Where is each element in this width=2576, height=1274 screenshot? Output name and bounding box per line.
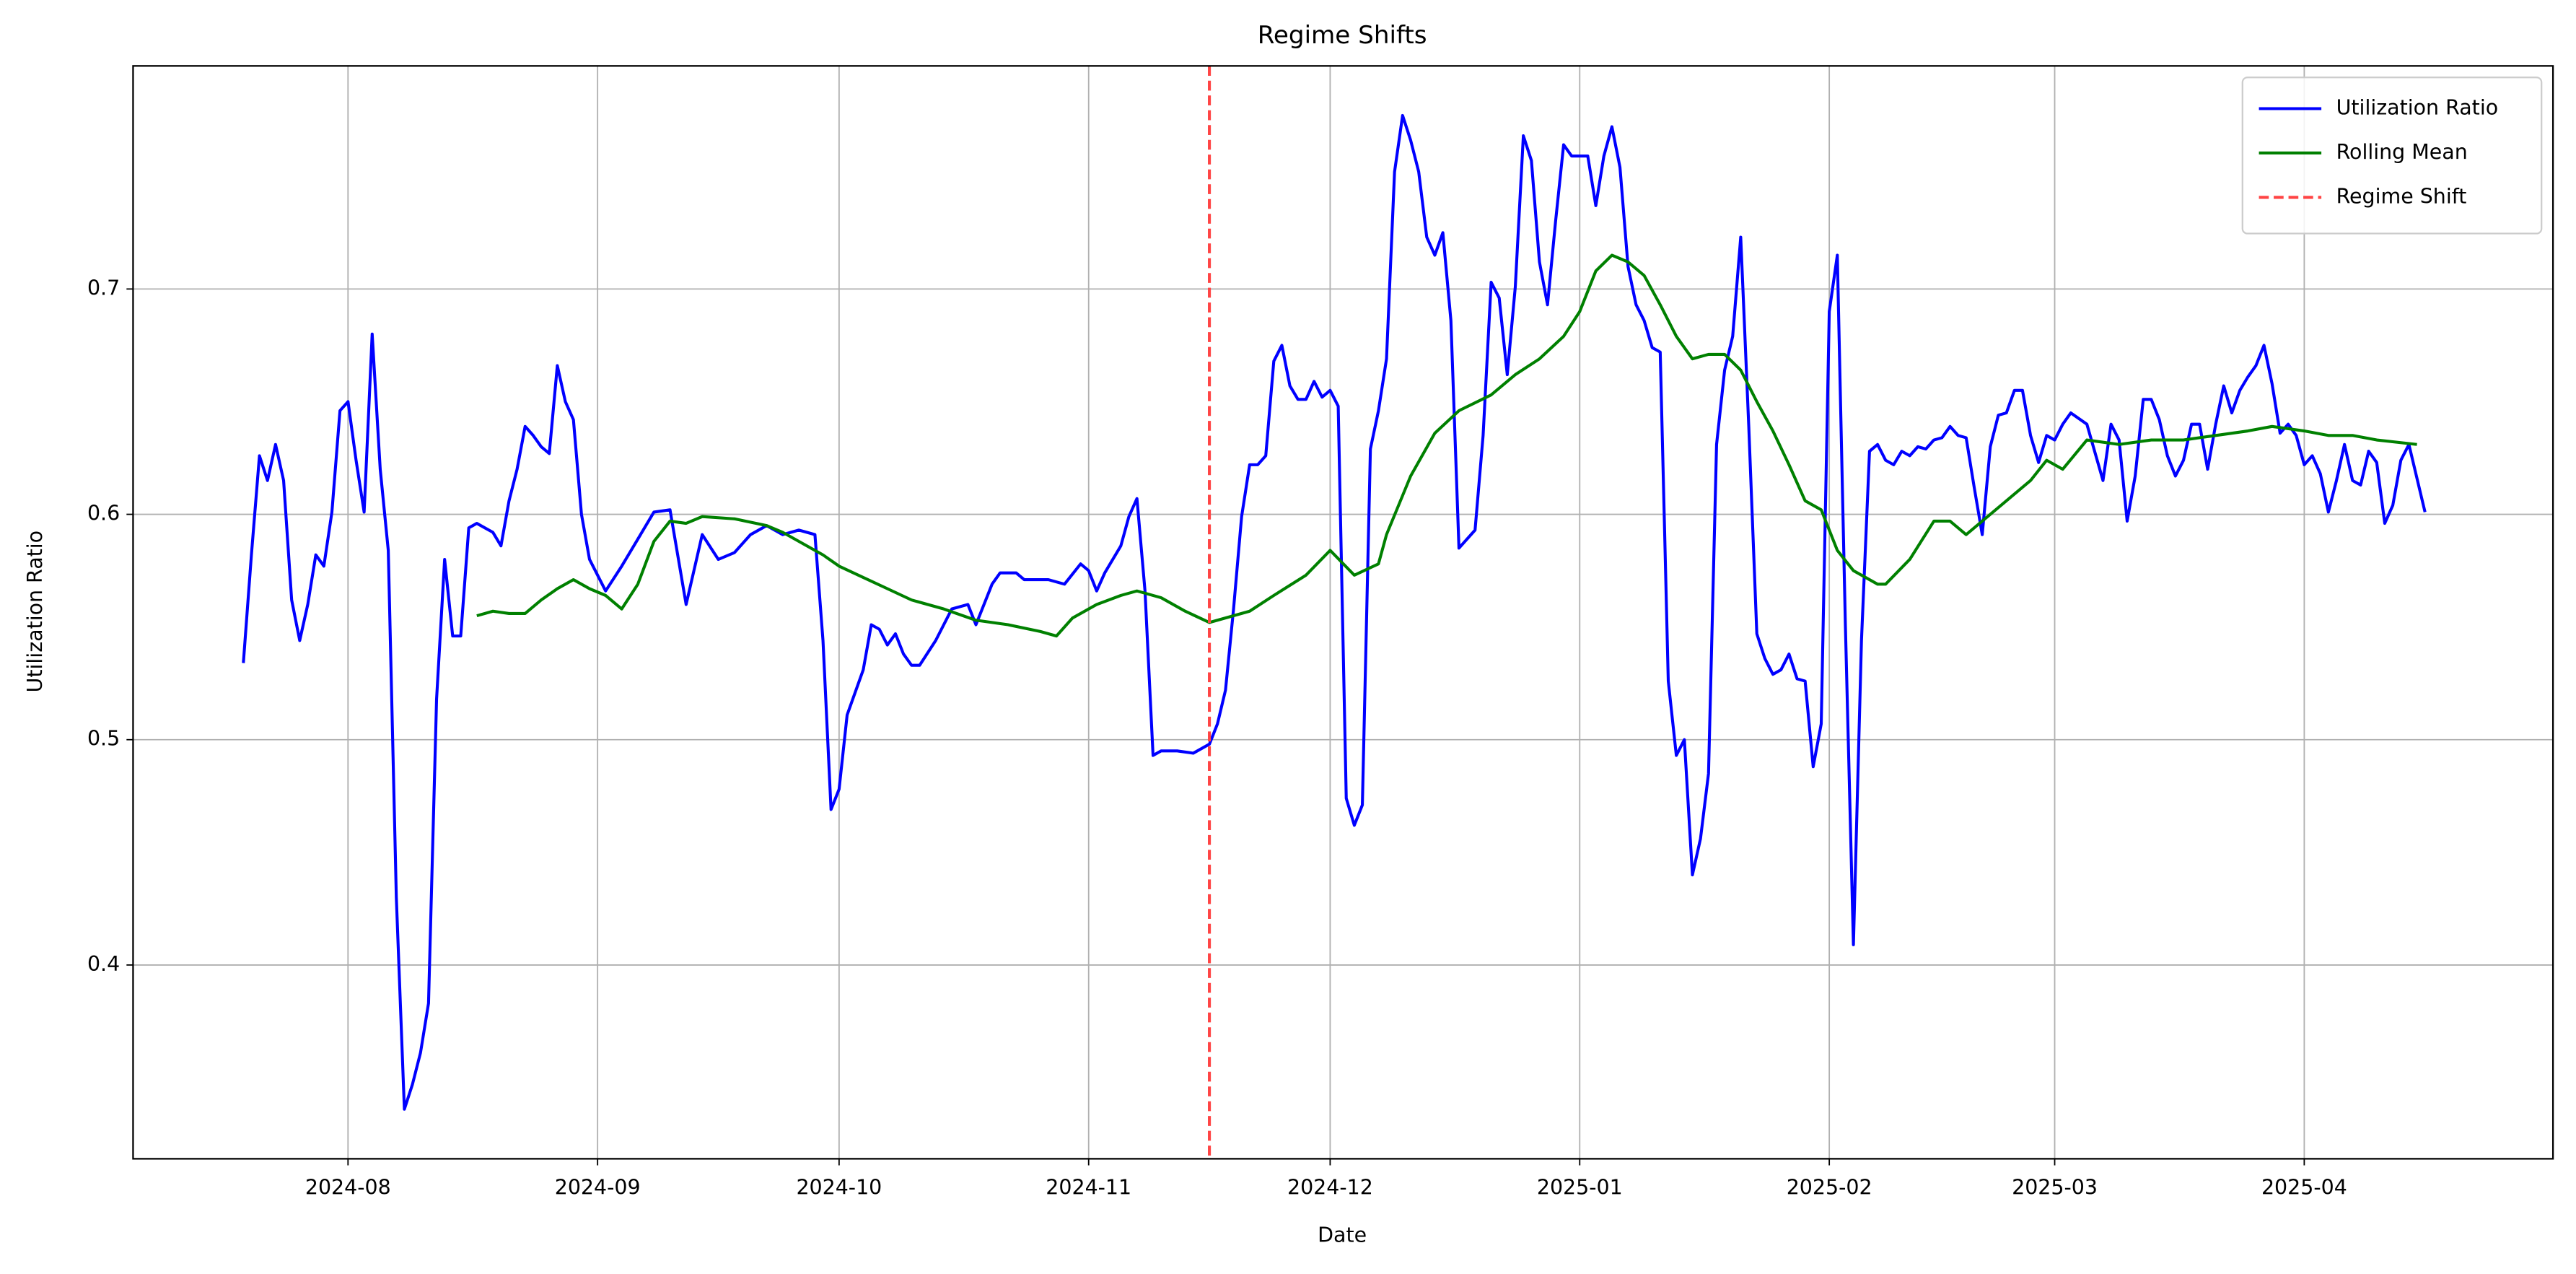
legend-label: Regime Shift	[2336, 184, 2467, 208]
y-tick-label: 0.7	[87, 276, 120, 300]
legend-label: Utilization Ratio	[2336, 96, 2499, 120]
legend-box	[2241, 77, 2543, 235]
x-axis-label: Date	[1318, 1223, 1367, 1247]
x-tick-label: 2025-04	[2261, 1175, 2347, 1199]
plot-frame	[132, 65, 2554, 1160]
y-tick-label: 0.4	[87, 952, 120, 976]
x-tick-label: 2024-11	[1046, 1175, 1131, 1199]
y-axis-label: Utilization Ratio	[23, 531, 47, 693]
y-tick-label: 0.6	[87, 502, 120, 525]
x-tick-label: 2024-12	[1287, 1175, 1373, 1199]
x-tick-label: 2025-02	[1787, 1175, 1872, 1199]
y-tick-label: 0.5	[87, 727, 120, 751]
legend-label: Rolling Mean	[2336, 140, 2468, 164]
x-tick-label: 2024-09	[555, 1175, 641, 1199]
data-line	[242, 113, 2427, 1111]
x-tick-label: 2024-10	[796, 1175, 882, 1199]
x-tick-label: 2025-03	[2012, 1175, 2098, 1199]
x-tick-label: 2025-01	[1537, 1175, 1623, 1199]
x-tick-label: 2024-08	[305, 1175, 391, 1199]
data-line	[476, 253, 2417, 638]
chart-title: Regime Shifts	[1258, 21, 1427, 50]
